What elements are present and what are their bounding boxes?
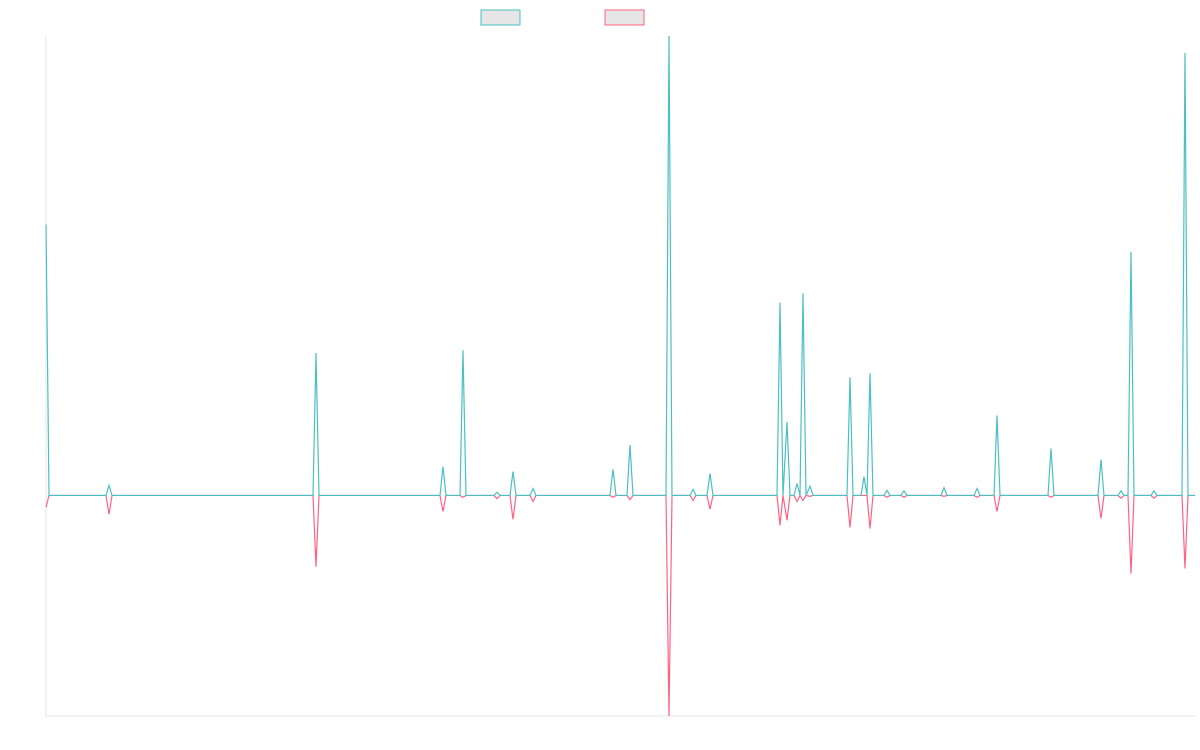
legend-swatch <box>480 9 521 26</box>
series-line <box>45 494 1195 717</box>
series-line <box>45 35 1195 497</box>
legend-swatch <box>604 9 645 26</box>
